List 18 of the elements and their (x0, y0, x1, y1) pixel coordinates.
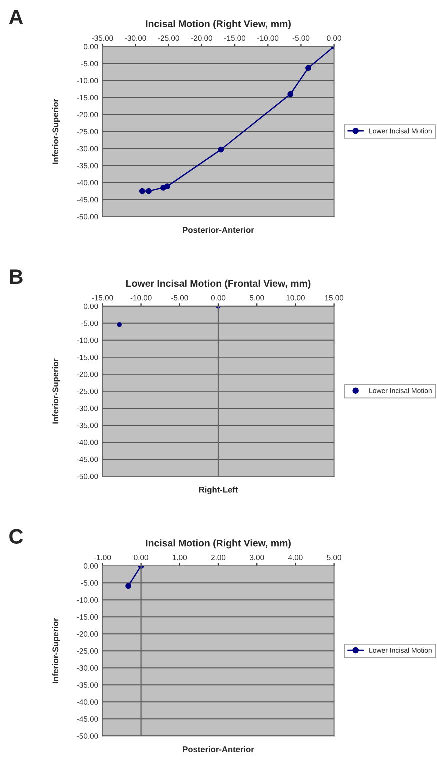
text: A (9, 10, 24, 24)
chart-title: Incisal Motion (Right View, mm) (146, 20, 291, 30)
text: B (10, 270, 23, 284)
chart-title: Incisal Motion (Right View, mm) (146, 540, 291, 549)
x-axis-title: Posterior-Anterior (183, 746, 254, 752)
point (306, 65, 312, 72)
chart-title: Lower Incisal Motion (Frontal View, mm) (126, 280, 311, 289)
y-axis-title: Inferior-Superior (52, 99, 60, 164)
x-axis-title: Posterior-Anterior (183, 227, 254, 234)
point (288, 91, 294, 98)
point (160, 184, 167, 191)
x-axis-title: Right-Left (199, 486, 238, 494)
y-axis-title: Inferior-Superior (52, 618, 60, 684)
point (139, 188, 146, 194)
point (146, 188, 152, 194)
y-axis-title: Inferior-Superior (52, 358, 60, 424)
point (218, 146, 224, 153)
text: C (10, 529, 24, 544)
